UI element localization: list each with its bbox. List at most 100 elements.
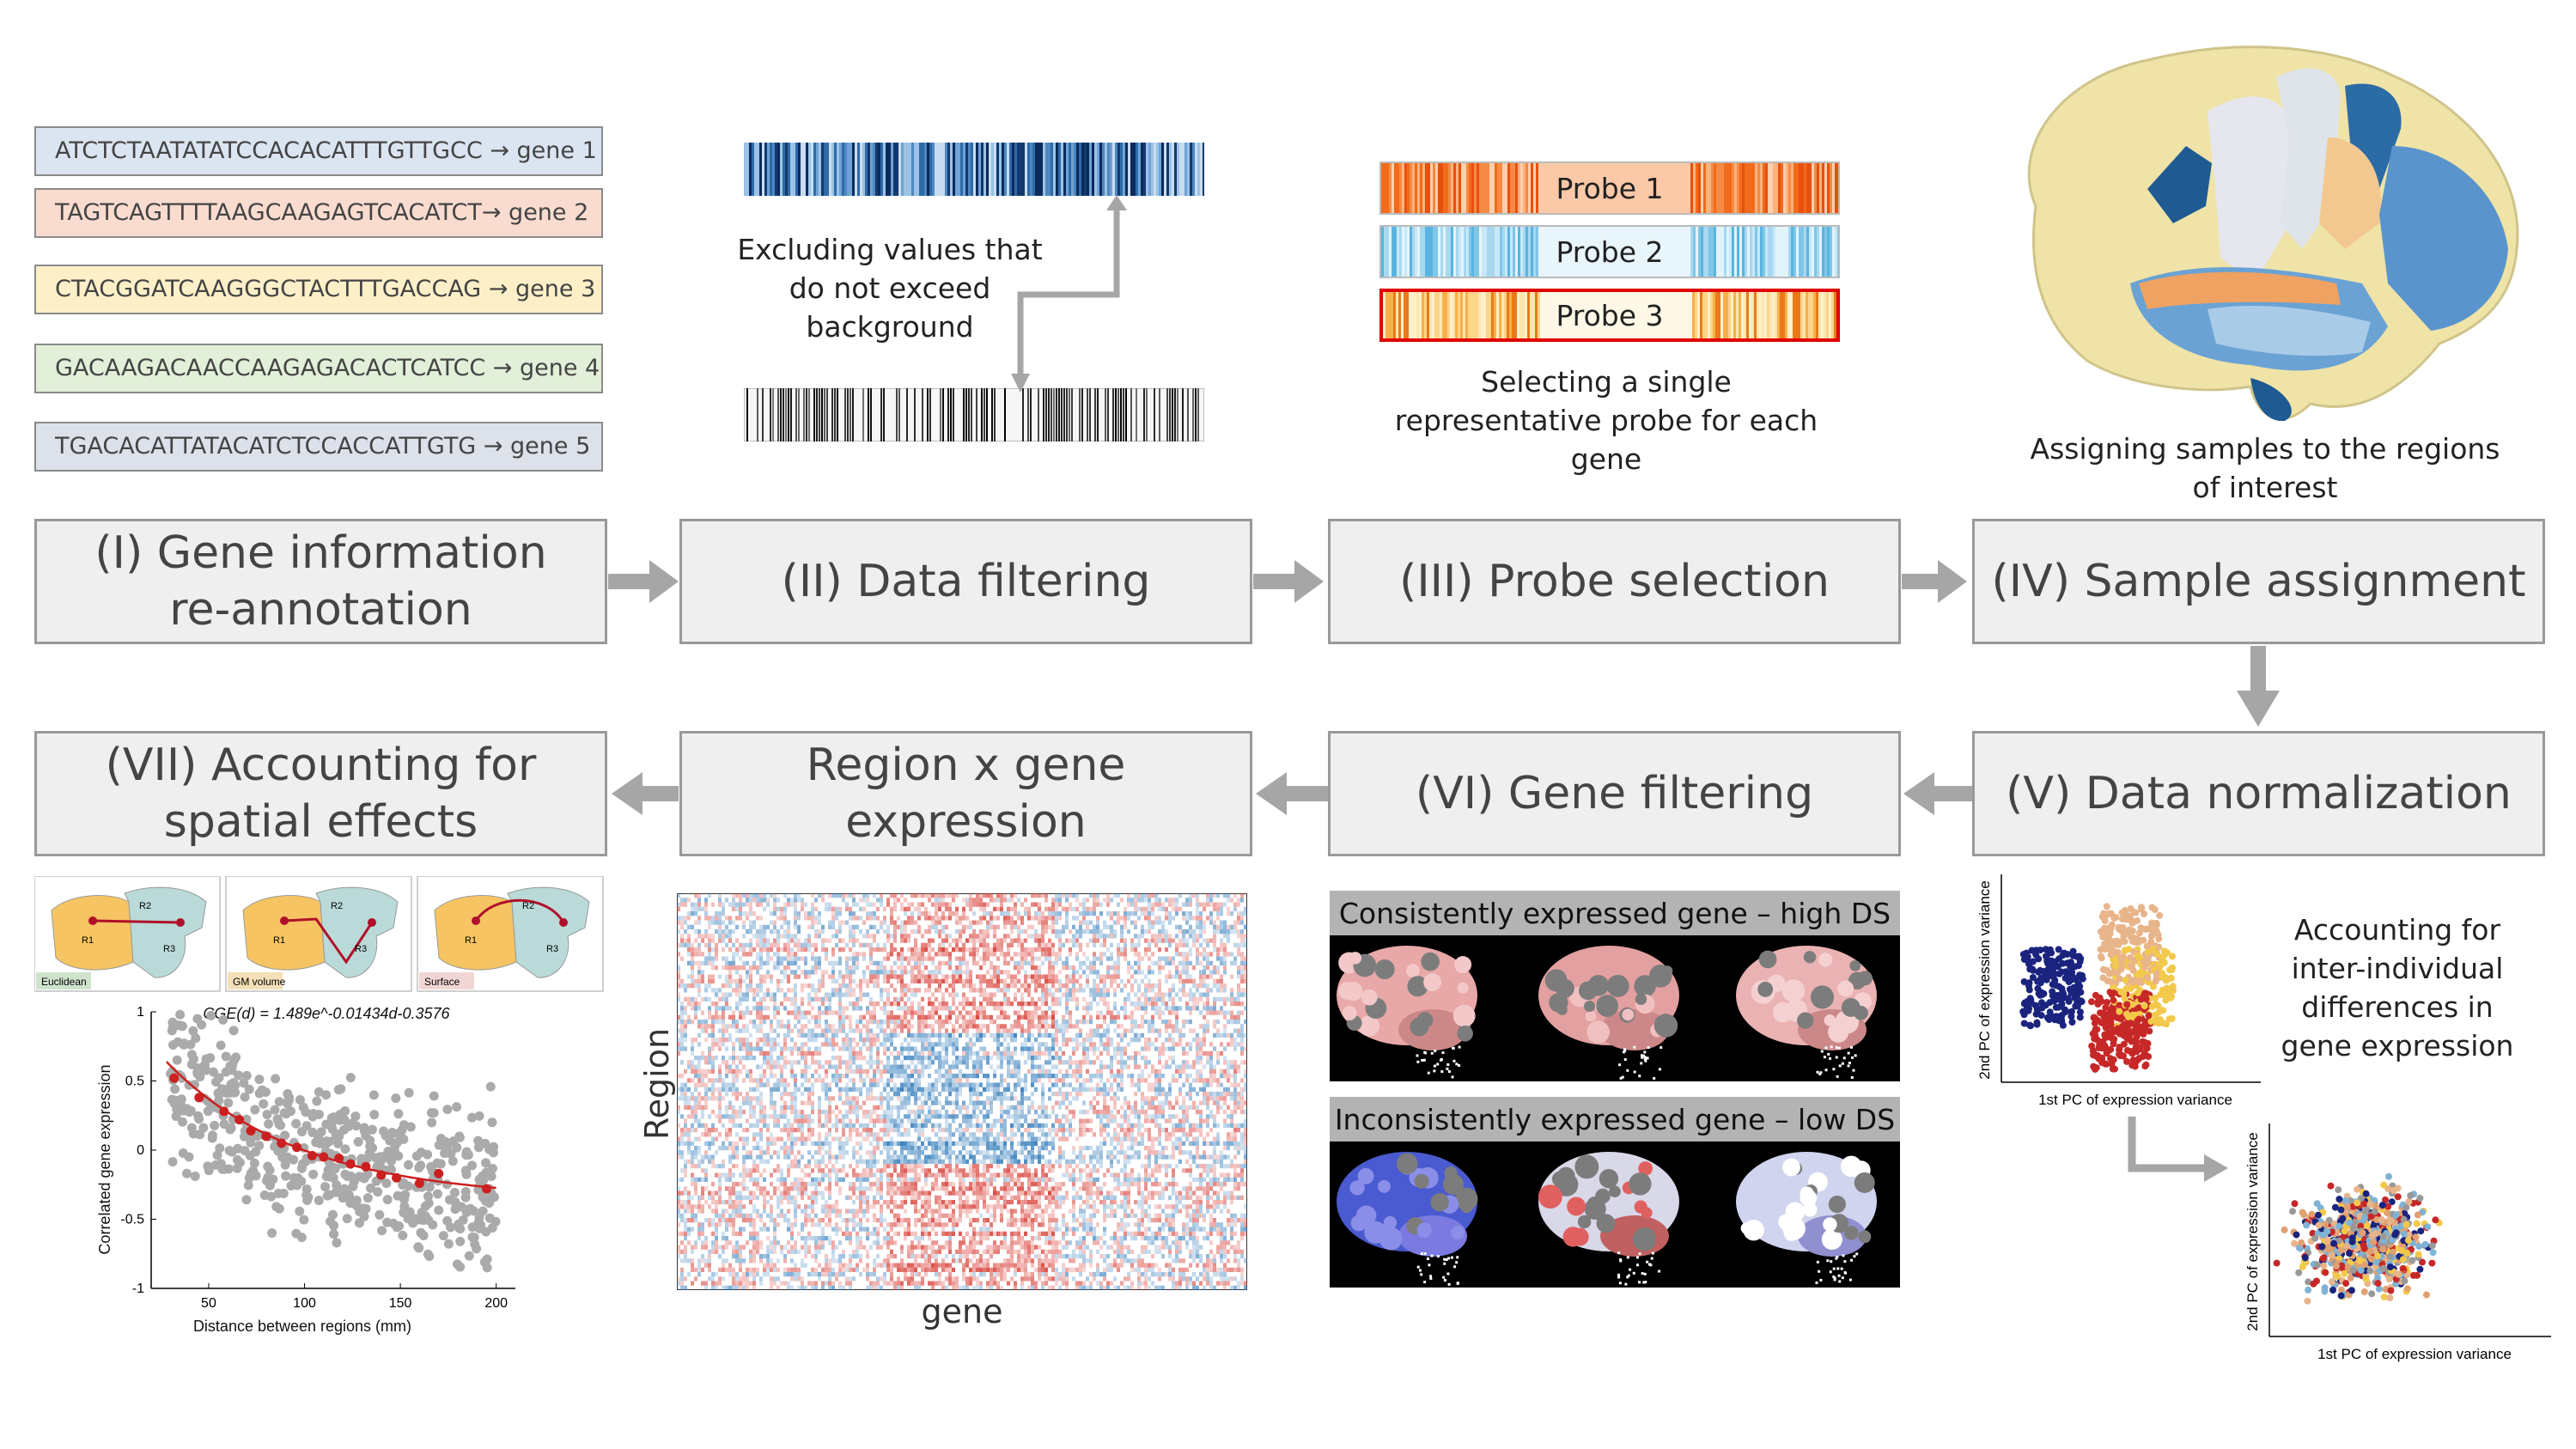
heatmap-cell [742, 965, 746, 971]
barcode-line [785, 388, 787, 441]
heatmap-cell [941, 996, 945, 1002]
heatmap-cell [869, 956, 873, 961]
heatmap-cell [1024, 970, 1027, 975]
heatmap-cell [1072, 983, 1075, 989]
heatmap-cell [1034, 1038, 1038, 1043]
probe-stripe [1464, 163, 1466, 213]
probe-stripe [1715, 292, 1718, 338]
heatmap-cell [1065, 938, 1069, 943]
heatmap-cell [1093, 970, 1096, 975]
heatmap-cell [677, 893, 680, 898]
barcode-line [942, 143, 945, 196]
heatmap-cell [708, 938, 711, 943]
heatmap-cell [845, 960, 849, 965]
heatmap-cell [1027, 1010, 1031, 1015]
heatmap-cell [763, 1020, 766, 1025]
heatmap-cell [1124, 1002, 1127, 1007]
heatmap-cell [1120, 1006, 1124, 1011]
heatmap-cell [677, 983, 680, 989]
heatmap-cell [759, 947, 763, 953]
heatmap-cell [1223, 988, 1227, 993]
heatmap-cell [752, 1020, 756, 1025]
probe-stripe [1634, 227, 1636, 277]
heatmap-cell [732, 978, 735, 983]
heatmap-cell [1041, 1032, 1044, 1038]
heatmap-cell [1082, 1014, 1086, 1020]
heatmap-cell [1203, 974, 1206, 979]
heatmap-cell [948, 992, 952, 997]
heatmap-cell [1079, 1042, 1082, 1047]
probe-stripe [1832, 163, 1835, 213]
heatmap-cell [979, 1028, 983, 1033]
heatmap-cell [1007, 996, 1010, 1002]
probe-stripe [1605, 292, 1607, 338]
heatmap-cell [677, 920, 680, 925]
heatmap-cell [852, 956, 856, 961]
heatmap-cell [1093, 934, 1096, 939]
region-label: R1 [82, 935, 94, 946]
probe-stripe [1471, 292, 1473, 338]
heatmap-cell [876, 1046, 880, 1051]
heatmap-cell [1000, 1024, 1003, 1029]
heatmap-cell [1237, 929, 1240, 935]
probe-stripe [1773, 227, 1775, 277]
heatmap-cell [821, 970, 825, 975]
heatmap-cell [835, 1032, 838, 1038]
heatmap-cell [1075, 1038, 1079, 1043]
heatmap-cell [935, 1006, 938, 1011]
heatmap-cell [1230, 1010, 1233, 1015]
heatmap-cell [708, 960, 711, 965]
heatmap-cell [1020, 938, 1024, 943]
heatmap-cell [1168, 1020, 1172, 1025]
heatmap-cell [893, 934, 897, 939]
heatmap-cell [869, 1002, 873, 1007]
heatmap-cell [869, 1010, 873, 1015]
probe-stripe [1599, 292, 1602, 338]
heatmap-cell [1082, 1050, 1086, 1056]
scatter-point-grey [207, 1130, 217, 1141]
heatmap-cell [941, 992, 945, 997]
heatmap-cell [955, 992, 959, 997]
heatmap-cell [1031, 965, 1034, 971]
heatmap-cell [969, 1014, 972, 1020]
heatmap-cell [749, 1020, 752, 1025]
heatmap-cell [1134, 1038, 1137, 1043]
heatmap-cell [718, 1014, 722, 1020]
probe-stripe [1410, 227, 1412, 277]
heatmap-cell [1103, 1028, 1106, 1033]
heatmap-cell [1185, 956, 1189, 961]
heatmap-cell [914, 1046, 917, 1051]
probe-stripe [1605, 163, 1608, 213]
heatmap-cell [759, 978, 763, 983]
heatmap-cell [1000, 902, 1003, 907]
probe-stripe [1492, 163, 1495, 213]
heatmap-cell [1034, 1050, 1038, 1056]
distance-label: Euclidean [41, 976, 87, 988]
scatter-point-grey [216, 1040, 226, 1050]
heatmap-cell [697, 965, 701, 971]
heatmap-cell [979, 938, 983, 943]
barcode-line [1053, 388, 1055, 441]
heatmap-cell [1106, 902, 1110, 907]
heatmap-cell [1027, 906, 1031, 911]
probe-stripe [1598, 227, 1600, 277]
heatmap-cell [1130, 988, 1134, 993]
heatmap-cell [883, 1038, 886, 1043]
heatmap-cell [1237, 1010, 1240, 1015]
probe-stripe [1618, 163, 1621, 213]
heatmap-cell [1165, 992, 1168, 997]
heatmap-cell [1044, 1046, 1048, 1051]
probe-stripe [1505, 227, 1507, 277]
heatmap-cell [859, 1028, 862, 1033]
probe-stripe [1579, 292, 1581, 338]
heatmap-cell [996, 1028, 1000, 1033]
heatmap-cell [1106, 988, 1110, 993]
probe-stripe [1415, 227, 1417, 277]
heatmap-cell [1007, 970, 1010, 975]
heatmap-cell [945, 893, 948, 898]
heatmap-cell [1024, 978, 1027, 983]
heatmap-cell [1199, 1046, 1203, 1051]
heatmap-cell [756, 956, 759, 961]
heatmap-cell [1020, 947, 1024, 953]
heatmap-cell [1130, 1038, 1134, 1043]
